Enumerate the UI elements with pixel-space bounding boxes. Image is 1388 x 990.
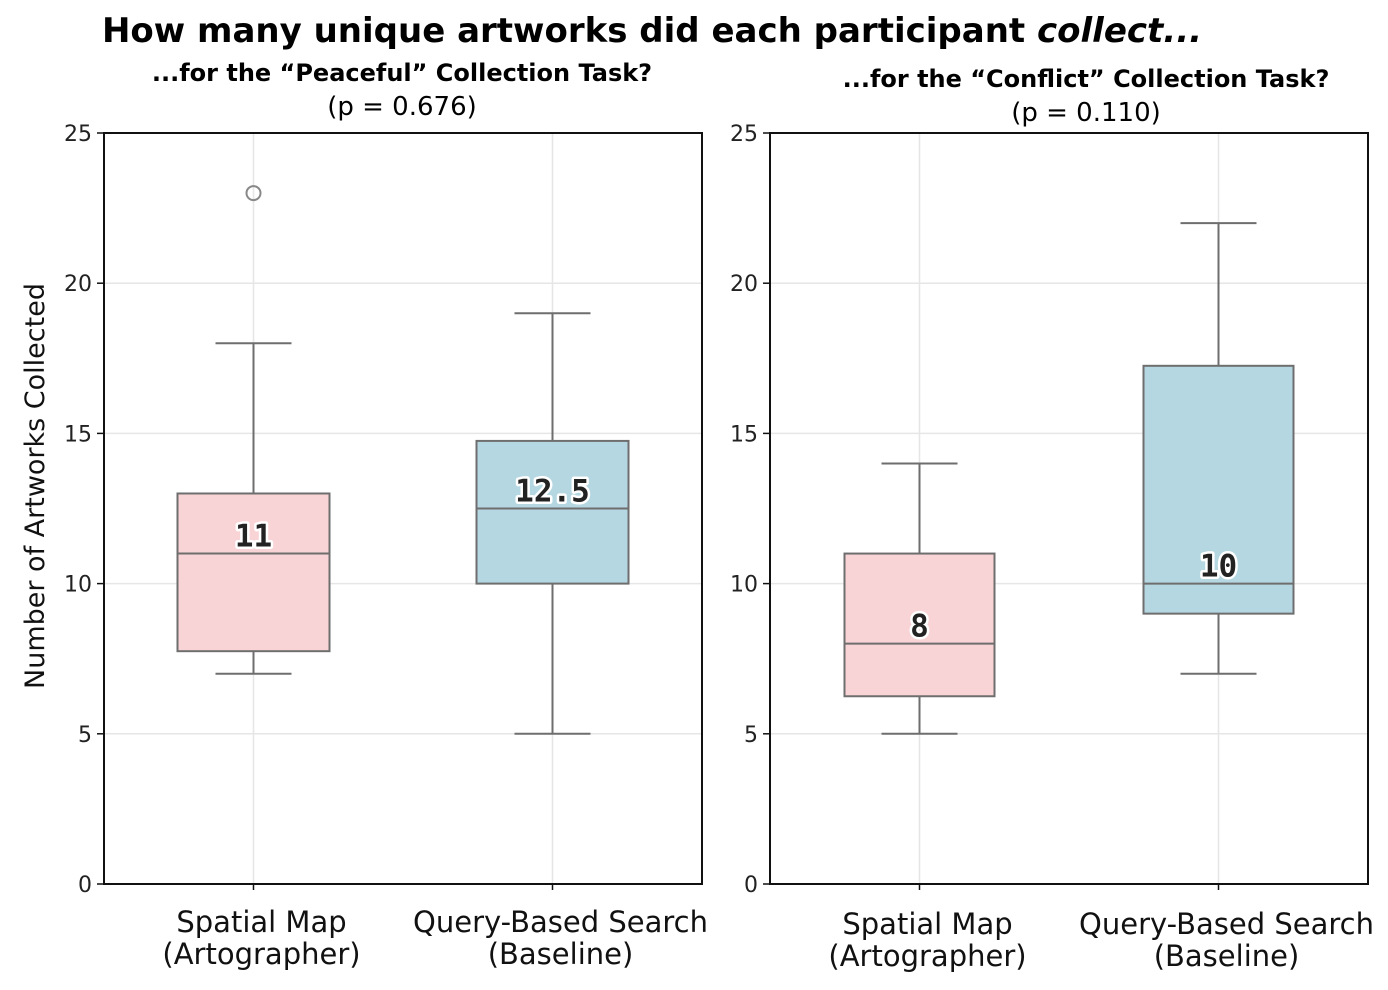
x-category-label-line1: Spatial Map	[176, 905, 346, 939]
y-tick-label: 5	[744, 723, 758, 748]
panel-subtitle: (p = 0.110)	[1011, 98, 1161, 128]
figure-title-prefix: How many unique artworks did each partic…	[102, 11, 1037, 51]
median-value-label: 10	[1200, 549, 1237, 585]
median-value-label: 11	[235, 519, 272, 555]
iqr-box	[1142, 364, 1295, 615]
plot-frame	[769, 132, 1369, 885]
y-tick-label: 10	[730, 573, 758, 598]
x-category-label-line2: (Artographer)	[162, 937, 360, 971]
figure-title: How many unique artworks did each partic…	[102, 11, 1202, 51]
y-tick-label: 10	[64, 573, 92, 598]
median-value-label: 12.5	[515, 474, 590, 510]
iqr-box	[176, 492, 331, 653]
plot-frame	[103, 132, 703, 885]
conflict-panel: ...for the “Conflict” Collection Task? (…	[730, 65, 1374, 973]
panel-subtitle: (p = 0.676)	[327, 92, 477, 122]
y-tick-label: 15	[64, 422, 92, 447]
x-category-label-line2: (Baseline)	[1154, 939, 1300, 973]
panel-title: ...for the “Conflict” Collection Task?	[843, 65, 1330, 93]
y-tick-label: 15	[730, 422, 758, 447]
iqr-box	[843, 552, 996, 698]
x-category-label-line1: Spatial Map	[842, 907, 1012, 941]
peaceful-panel: ...for the “Peaceful” Collection Task? (…	[20, 59, 708, 971]
y-axis-label: Number of Artworks Collected	[20, 283, 51, 689]
y-tick-label: 20	[64, 272, 92, 297]
figure-title-emphasis: collect	[1037, 11, 1165, 51]
y-tick-label: 0	[78, 873, 92, 898]
outlier-point	[245, 185, 262, 202]
x-category-label-line2: (Baseline)	[488, 937, 634, 971]
y-tick-label: 25	[64, 122, 92, 147]
panel-title: ...for the “Peaceful” Collection Task?	[152, 59, 652, 87]
x-category-label-line1: Query-Based Search	[413, 905, 708, 939]
figure-title-suffix: ...	[1163, 11, 1202, 51]
y-tick-label: 5	[78, 723, 92, 748]
y-tick-label: 25	[730, 122, 758, 147]
iqr-box	[475, 439, 630, 585]
y-tick-label: 0	[744, 873, 758, 898]
y-tick-label: 20	[730, 272, 758, 297]
x-category-label-line1: Query-Based Search	[1079, 907, 1374, 941]
x-category-label-line2: (Artographer)	[828, 939, 1026, 973]
median-value-label: 8	[910, 609, 929, 645]
